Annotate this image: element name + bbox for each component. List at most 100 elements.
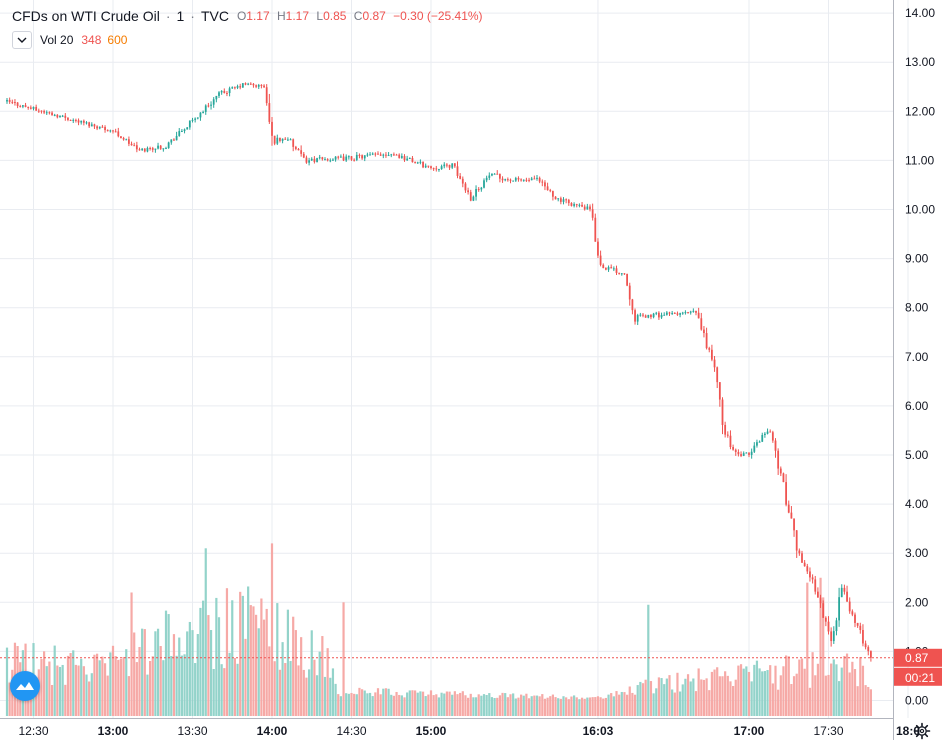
candle-body — [162, 148, 165, 150]
candle-body — [687, 312, 689, 314]
candle-body — [247, 83, 250, 85]
candle-body — [69, 119, 72, 121]
volume-bar — [353, 693, 356, 716]
volume-bar — [559, 698, 562, 716]
candle-body — [313, 158, 316, 162]
volume-bar — [297, 665, 300, 716]
volume-bar — [774, 665, 777, 716]
candle-body — [618, 272, 621, 274]
volume-bar — [276, 603, 279, 716]
volume-bar — [771, 683, 774, 716]
volume-bar — [262, 619, 266, 716]
candle-body — [620, 273, 623, 275]
volume-bar — [334, 683, 337, 716]
candle-body — [663, 314, 666, 316]
candle-body — [32, 106, 35, 109]
volume-bar — [549, 696, 552, 716]
volume-bar — [652, 693, 655, 716]
volume-bar — [663, 684, 666, 716]
volume-label[interactable]: Vol 20 — [40, 33, 74, 47]
candle-body — [287, 139, 289, 141]
candle-body — [154, 148, 157, 150]
volume-bar — [45, 666, 48, 716]
volume-bar — [265, 608, 268, 716]
candle-body — [689, 311, 692, 313]
volume-bar — [570, 696, 573, 716]
volume-bar — [374, 692, 377, 716]
volume-bar — [649, 681, 653, 716]
candle-body — [695, 310, 697, 313]
volume-bar — [101, 656, 104, 716]
candle-body — [37, 110, 40, 112]
candle-body — [408, 158, 411, 160]
candle-body — [414, 162, 416, 164]
candle-body — [785, 482, 787, 505]
collapse-legend-button[interactable] — [12, 31, 32, 49]
candle-body — [650, 314, 652, 318]
volume-bar — [506, 697, 509, 716]
volume-bar — [37, 669, 40, 716]
candle-body — [406, 158, 409, 161]
symbol-name[interactable]: CFDs on WTI Crude Oil — [12, 8, 160, 24]
candle-body — [416, 162, 419, 164]
tradingview-logo-icon[interactable] — [10, 671, 40, 701]
volume-bar — [382, 688, 385, 716]
volume-bar — [427, 694, 430, 716]
candle-body — [236, 86, 239, 88]
price-tick-label: 4.00 — [905, 497, 929, 511]
candle-body — [774, 440, 777, 451]
volume-bar — [403, 697, 406, 716]
price-tick-label: 11.00 — [905, 153, 934, 167]
candle-body — [647, 314, 650, 318]
candle-body — [398, 154, 401, 158]
candle-body — [125, 139, 128, 141]
volume-bar — [156, 628, 160, 716]
volume-bar — [66, 655, 70, 716]
candle-body — [639, 314, 642, 316]
volume-bar — [798, 659, 801, 716]
gear-icon[interactable] — [913, 722, 931, 740]
volume-bar — [432, 695, 435, 716]
volume-bar — [64, 684, 67, 716]
candle-body — [660, 314, 663, 318]
candle-body — [824, 617, 827, 622]
candle-body — [96, 126, 98, 129]
volume-bar — [633, 694, 637, 716]
candle-body — [793, 518, 795, 531]
candle-body — [578, 204, 581, 206]
candle-body — [114, 131, 117, 133]
candle-body — [173, 139, 175, 141]
volume-bar — [143, 629, 146, 716]
volume-bar — [636, 685, 639, 716]
volume-bar — [578, 699, 581, 716]
volume-bar — [808, 687, 812, 716]
candle-body — [35, 106, 38, 111]
candle-body — [658, 312, 660, 318]
volume-bar — [853, 669, 857, 716]
volume-bar — [114, 656, 117, 716]
volume-bar — [225, 588, 229, 716]
volume-bar — [596, 696, 600, 716]
volume-bar — [726, 675, 729, 716]
candle-body — [377, 153, 379, 155]
volume-bar — [753, 664, 756, 716]
candle-body — [552, 191, 554, 197]
symbol-interval[interactable]: 1 — [176, 8, 185, 24]
candle-body — [469, 192, 472, 201]
candle-body — [705, 333, 708, 349]
volume-bar — [641, 683, 645, 716]
volume-bar — [551, 694, 554, 716]
volume-bar — [851, 661, 854, 716]
volume-bar — [350, 692, 353, 716]
candle-body — [615, 268, 618, 273]
volume-bar — [366, 693, 369, 716]
volume-bar — [77, 665, 80, 716]
time-tick-label: 17:00 — [734, 724, 765, 738]
volume-bar — [859, 657, 862, 716]
volume-bar — [721, 676, 724, 716]
volume-bar — [98, 660, 101, 716]
volume-bar — [792, 676, 796, 716]
volume-bar — [61, 664, 64, 716]
candle-body — [716, 367, 719, 383]
